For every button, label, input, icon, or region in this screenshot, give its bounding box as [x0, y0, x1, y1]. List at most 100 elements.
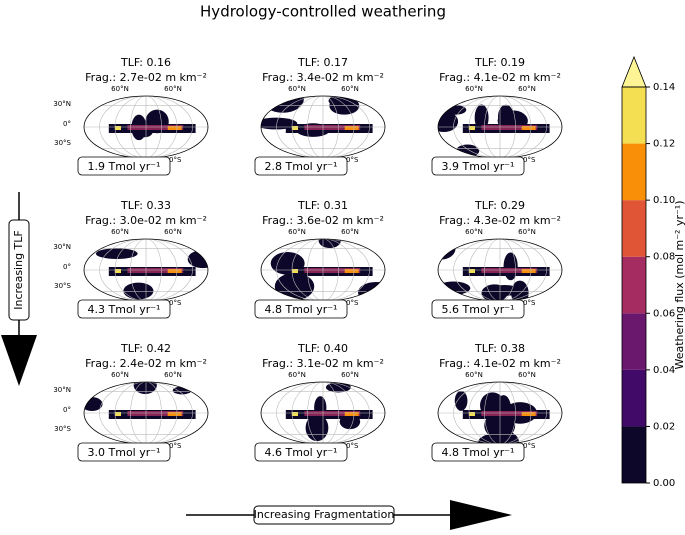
panel-frag: Frag.: 3.4e-02 m km⁻² [262, 71, 384, 84]
lat-label: 60°N [465, 371, 483, 379]
graticule [484, 382, 516, 444]
lat-label: 60°S [519, 299, 536, 307]
flux-box [77, 156, 171, 176]
tick-label: 0.10 [653, 195, 675, 206]
continent [325, 382, 351, 393]
graticule [468, 382, 532, 444]
tropics [521, 269, 536, 273]
lat-label: 60°S [165, 442, 182, 450]
lat-label: 30°S [54, 139, 71, 147]
map [84, 96, 208, 158]
lat-label: 60°N [164, 228, 182, 236]
tick-label: 0.14 [653, 82, 675, 93]
tropics [521, 126, 536, 130]
tropics [127, 268, 184, 273]
panel-flux: 3.0 Tmol yr⁻¹ [88, 446, 161, 459]
continent [329, 96, 360, 115]
tropics [167, 126, 182, 130]
arrow-head [1, 335, 37, 386]
lat-label: 30°S [54, 425, 71, 433]
lat-label: 60°S [342, 156, 359, 164]
graticule [468, 96, 532, 158]
flux-box [431, 156, 525, 176]
colorbar-bin [622, 313, 646, 370]
panel-tlf: TLF: 0.31 [297, 199, 348, 212]
lat-label: 60°N [341, 228, 359, 236]
colorbar-bin [622, 143, 646, 201]
x-arrow-label: Increasing Fragmentation [254, 508, 395, 521]
panel-frag: Frag.: 3.0e-02 m km⁻² [85, 214, 207, 227]
y-arrow-label: Increasing TLF [12, 230, 25, 309]
lat-label: 60°N [288, 371, 306, 379]
tropics [469, 126, 475, 130]
graticule [276, 382, 370, 444]
panel-frag: Frag.: 4.1e-02 m km⁻² [439, 357, 561, 370]
panel-tlf: TLF: 0.42 [120, 342, 171, 355]
map [438, 382, 562, 444]
continent [187, 250, 208, 269]
lat-label: 0° [63, 406, 71, 414]
panel-tlf: TLF: 0.29 [474, 199, 525, 212]
tropics [115, 269, 121, 273]
continent [318, 239, 341, 249]
panel-flux: 5.6 Tmol yr⁻¹ [442, 303, 515, 316]
graticule [276, 96, 370, 158]
panel-flux: 3.9 Tmol yr⁻¹ [442, 160, 515, 173]
panel-tlf: TLF: 0.33 [120, 199, 171, 212]
tropics [344, 126, 359, 130]
panel-flux: 4.8 Tmol yr⁻¹ [442, 446, 515, 459]
tropics [167, 412, 182, 416]
lat-label: 60°N [465, 228, 483, 236]
graticule [468, 239, 532, 301]
map [261, 382, 385, 444]
tropics [481, 268, 538, 273]
graticule [130, 239, 162, 301]
lat-label: 60°N [288, 228, 306, 236]
flux-box [254, 442, 348, 462]
lat-label: 60°S [519, 442, 536, 450]
tropics [167, 269, 182, 273]
graticule [114, 96, 178, 158]
graticule [453, 239, 547, 301]
map [84, 382, 208, 444]
panel-tlf: TLF: 0.17 [297, 56, 348, 69]
lat-label: 60°S [165, 299, 182, 307]
graticule [307, 382, 339, 444]
lat-label: 60°N [518, 85, 536, 93]
continent [274, 272, 315, 301]
continent [438, 281, 471, 295]
panel-flux: 4.6 Tmol yr⁻¹ [265, 446, 338, 459]
graticule [484, 239, 516, 301]
tick-label: 0.00 [653, 478, 675, 489]
panel-tlf: TLF: 0.40 [297, 342, 348, 355]
graticule [276, 239, 370, 301]
tropics [469, 412, 475, 416]
map [261, 96, 385, 158]
lat-label: 60°N [164, 371, 182, 379]
colorbar-bin [622, 200, 646, 257]
colorbar-extend [621, 55, 647, 88]
lat-label: 60°S [342, 442, 359, 450]
tropics [115, 126, 121, 130]
colorbar-bin [622, 369, 646, 427]
panel-flux: 2.8 Tmol yr⁻¹ [265, 160, 338, 173]
map [84, 239, 208, 301]
tick-label: 0.08 [653, 252, 675, 263]
continent [95, 248, 138, 259]
tropics [344, 269, 359, 273]
tropics [304, 125, 361, 130]
flux-box [254, 156, 348, 176]
panel-frag: Frag.: 3.1e-02 m km⁻² [262, 357, 384, 370]
graticule [453, 96, 547, 158]
tropics [304, 268, 361, 273]
continent [438, 239, 456, 260]
graticule [307, 96, 339, 158]
panel-frag: Frag.: 4.1e-02 m km⁻² [439, 71, 561, 84]
colorbar-label: Weathering flux (mol m⁻² yr⁻¹) [673, 201, 685, 370]
lat-label: 60°N [288, 85, 306, 93]
graticule [130, 382, 162, 444]
lat-label: 60°N [164, 85, 182, 93]
lat-label: 0° [63, 263, 71, 271]
lat-label: 60°N [111, 85, 129, 93]
